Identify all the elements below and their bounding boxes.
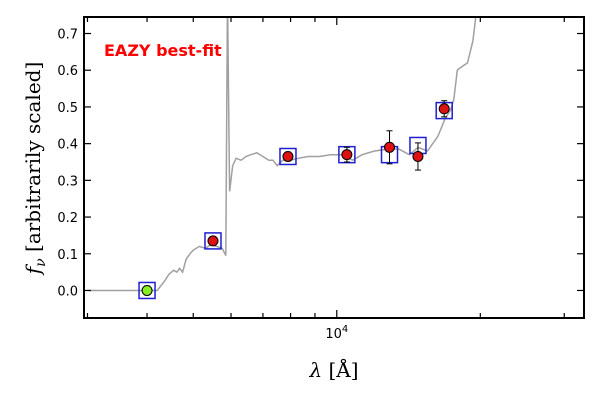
axis-ticks [84, 17, 584, 318]
model-box [138, 281, 156, 300]
model-box [279, 147, 297, 166]
x-tick-label: 104 [325, 324, 348, 342]
data-point [341, 149, 353, 161]
error-bars [144, 100, 448, 296]
data-point [207, 235, 219, 247]
y-tick-label: 0.3 [57, 174, 78, 189]
model-photometry-boxes [138, 101, 453, 300]
model-spectrum-line [87, 17, 477, 292]
y-tick-label: 0.7 [57, 28, 78, 43]
model-box [204, 232, 222, 250]
data-point [412, 150, 424, 162]
data-points [141, 103, 450, 296]
y-tick-label: 0.6 [57, 64, 78, 79]
annotation-label: EAZY best-fit [104, 41, 222, 60]
data-point [282, 150, 294, 162]
x-axis-label: λ [Å] [308, 357, 358, 382]
y-axis-label: fν [arbitrarily scaled] [21, 62, 49, 277]
y-tick-label: 0.4 [57, 138, 78, 153]
y-tick-label: 0.0 [57, 284, 78, 299]
y-tick-label: 0.1 [57, 248, 78, 263]
axis-tick-labels: 0.0 0.1 0.2 0.3 0.4 0.5 0.6 0.7 104 [57, 28, 348, 342]
plot-frame [83, 16, 585, 319]
y-tick-label: 0.5 [57, 101, 78, 116]
y-tick-label: 0.2 [57, 211, 78, 226]
data-point [384, 141, 396, 153]
model-box [338, 145, 356, 164]
data-point [141, 284, 153, 296]
data-point [438, 103, 450, 115]
